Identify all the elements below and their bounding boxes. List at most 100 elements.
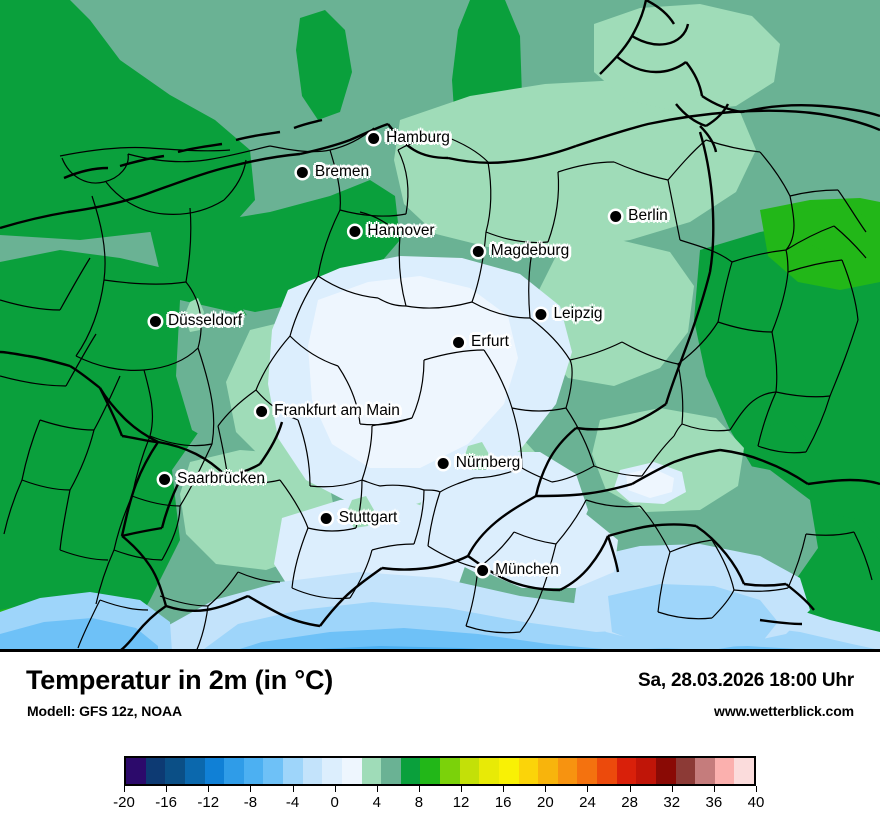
colorbar-swatch <box>420 758 440 784</box>
city-marker[interactable]: Hamburg <box>368 129 450 147</box>
city-dot-icon <box>296 166 308 178</box>
temp-band-blue-at2 <box>608 584 778 650</box>
colorbar-tick <box>629 786 631 792</box>
colorbar-swatch <box>714 758 735 784</box>
temp-band-blue-ch2 <box>0 618 158 652</box>
city-label: Magdeburg <box>490 242 570 259</box>
colorbar-tick-label: 12 <box>452 794 470 811</box>
colorbar-swatch <box>557 758 578 784</box>
city-marker[interactable]: Berlin <box>610 207 668 225</box>
colorbar-swatch <box>341 758 362 784</box>
city-marker[interactable]: Saarbrücken <box>159 470 265 488</box>
colorbar-swatches <box>124 756 756 786</box>
city-label: Bremen <box>314 163 370 180</box>
colorbar-tick-labels: -20 -16 -12 -8 -4 0 4 8 12 16 20 24 28 32 36 40 <box>113 794 764 814</box>
city-dot-icon <box>535 308 547 320</box>
website-label: www.wetterblick.com <box>714 703 854 719</box>
city-marker[interactable]: München <box>477 561 559 579</box>
colorbar-swatch <box>459 758 480 784</box>
colorbar-tick-label: 16 <box>494 794 512 811</box>
colorbar-tick-label: 24 <box>579 794 596 811</box>
city-dot-icon <box>159 473 171 485</box>
valid-datetime: Sa, 28.03.2026 18:00 Uhr <box>638 670 854 691</box>
temp-band-paleblue-core2 <box>308 276 518 468</box>
city-dot-icon <box>368 132 380 144</box>
city-label: Nürnberg <box>455 454 521 471</box>
temp-band-lightgreen-stgt <box>346 496 374 528</box>
city-dot-icon <box>453 336 465 348</box>
colorbar-tick-label: 32 <box>663 794 681 811</box>
city-marker[interactable]: Stuttgart <box>320 509 398 527</box>
meta-block: Sa, 28.03.2026 18:00 Uhr www.wetterblick… <box>638 670 854 719</box>
city-label: Stuttgart <box>338 509 398 526</box>
temp-band-lightgreen-n2 <box>594 4 780 112</box>
city-marker[interactable]: Leipzig <box>535 305 603 323</box>
colorbar-tick <box>292 786 294 792</box>
colorbar-swatch <box>577 758 597 784</box>
colorbar-tick <box>418 786 420 792</box>
city-marker[interactable]: Erfurt <box>453 333 509 351</box>
temp-band-green-e <box>694 218 880 560</box>
colorbar-tick-label: 36 <box>705 794 723 811</box>
colorbar-swatch <box>734 758 754 784</box>
city-label: Hannover <box>367 222 435 239</box>
city-marker[interactable]: Frankfurt am Main <box>256 402 400 420</box>
temperature-colorbar[interactable]: -20 -16 -12 -8 -4 0 4 8 12 16 20 24 28 32 36 40 <box>113 756 764 811</box>
city-label: Saarbrücken <box>177 470 265 487</box>
colorbar-swatch <box>145 758 166 784</box>
colorbar-tick <box>503 786 505 792</box>
colorbar-swatch <box>165 758 185 784</box>
city-label: Hamburg <box>386 129 450 146</box>
colorbar-tick-label: -16 <box>155 794 177 811</box>
page-title: Temperatur in 2m (in °C) <box>26 665 334 695</box>
colorbar-tick <box>713 786 715 792</box>
city-dot-icon <box>437 457 449 469</box>
colorbar-swatch <box>695 758 715 784</box>
colorbar-swatch <box>655 758 676 784</box>
colorbar-swatch <box>361 758 382 784</box>
temp-band-green-nw2 <box>0 0 255 240</box>
city-dot-icon <box>472 245 484 257</box>
colorbar-tick <box>166 786 168 792</box>
city-dot-icon <box>256 405 268 417</box>
colorbar-tick <box>208 786 210 792</box>
colorbar-swatch <box>184 758 205 784</box>
city-marker[interactable]: Nürnberg <box>437 454 521 472</box>
colorbar-swatch <box>126 758 146 784</box>
city-dot-icon <box>149 315 161 327</box>
city-label: Frankfurt am Main <box>274 402 400 419</box>
colorbar-swatch <box>675 758 696 784</box>
colorbar-tick <box>334 786 336 792</box>
city-marker[interactable]: Düsseldorf <box>149 312 242 330</box>
colorbar-tick <box>376 786 378 792</box>
city-marker[interactable]: Bremen <box>296 163 370 181</box>
temperature-map[interactable]: Hamburg Bremen Hannover Berlin Magdeburg… <box>0 0 880 652</box>
colorbar-tick <box>587 786 589 792</box>
temp-band-blue-chw <box>462 508 618 588</box>
colorbar-swatch <box>263 758 283 784</box>
colorbar-swatch <box>400 758 421 784</box>
colorbar-tick-label: -20 <box>113 794 135 811</box>
colorbar-tick <box>250 786 252 792</box>
city-marker[interactable]: Hannover <box>349 222 435 240</box>
colorbar-swatch <box>479 758 499 784</box>
city-label: Erfurt <box>471 333 509 350</box>
city-dot-icon <box>610 210 622 222</box>
colorbar-tick <box>545 786 547 792</box>
map-canvas <box>0 0 880 652</box>
colorbar-swatch <box>440 758 460 784</box>
colorbar-swatch <box>243 758 264 784</box>
temp-band-blue-alps3 <box>230 628 880 652</box>
colorbar-swatch <box>616 758 637 784</box>
colorbar-tick-label: 4 <box>372 794 381 811</box>
city-dot-icon <box>477 564 489 576</box>
city-marker[interactable]: Magdeburg <box>472 242 570 260</box>
footer-panel: Temperatur in 2m (in °C) Modell: GFS 12z… <box>0 652 880 830</box>
colorbar-swatch <box>597 758 617 784</box>
city-dot-icon <box>349 225 361 237</box>
colorbar-swatch <box>518 758 539 784</box>
title-block: Temperatur in 2m (in °C) Modell: GFS 12z… <box>26 665 334 720</box>
colorbar-tick <box>671 786 673 792</box>
colorbar-tick-label: 20 <box>536 794 554 811</box>
